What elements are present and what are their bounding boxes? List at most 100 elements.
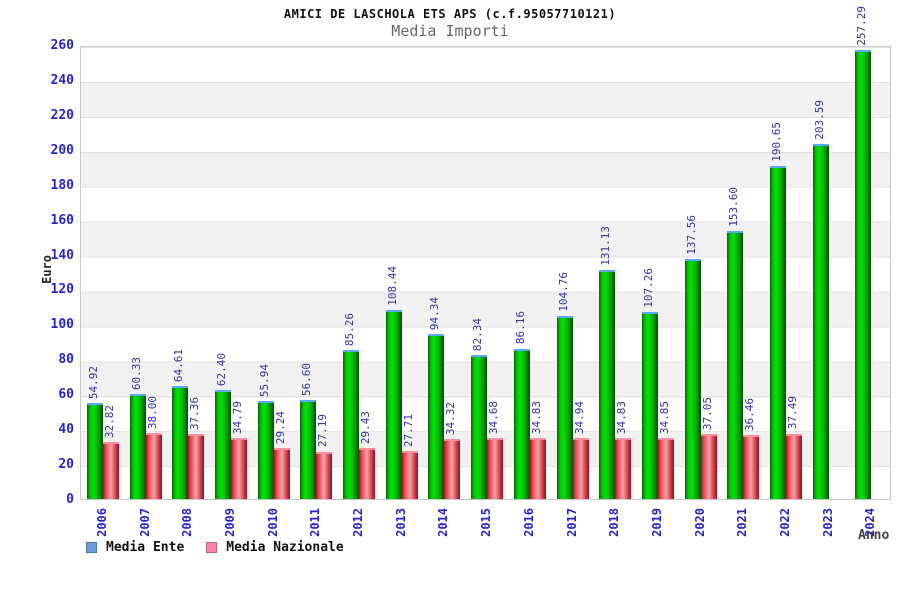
y-axis-title: Euro <box>40 255 54 284</box>
year-label: 2008 <box>180 508 195 537</box>
bar-media-nazionale <box>401 450 418 499</box>
y-tick-label: 260 <box>50 38 74 53</box>
bar-value-label: 34.83 <box>615 401 629 435</box>
bar-value-label: 34.79 <box>231 401 245 435</box>
bar-value-label: 34.32 <box>444 401 458 436</box>
year-label: 2013 <box>393 508 408 537</box>
bar-value-label: 60.33 <box>129 356 143 390</box>
year-label: 2007 <box>137 508 152 537</box>
year-label: 2006 <box>95 508 109 537</box>
bar-media-nazionale <box>273 447 290 499</box>
bar-media-ente <box>129 393 146 499</box>
bar-media-ente <box>87 403 103 499</box>
year-label: 2022 <box>777 508 792 537</box>
y-tick-label: 100 <box>50 317 74 333</box>
legend: Media Ente Media Nazionale <box>86 540 344 555</box>
bar-value-label: 131.13 <box>599 226 613 267</box>
year-label: 2009 <box>223 508 238 537</box>
year-label: 2014 <box>436 508 451 537</box>
bar-value-label: 82.34 <box>471 318 485 352</box>
bar-value-label: 27.71 <box>401 413 415 447</box>
bar-media-nazionale <box>529 438 546 499</box>
y-tick-label: 20 <box>58 457 74 473</box>
bar-media-ente <box>513 348 530 499</box>
year-label: 2019 <box>649 508 664 537</box>
bar-media-ente <box>385 309 402 499</box>
bar-media-ente <box>684 258 701 499</box>
bar-media-nazionale <box>231 438 248 499</box>
x-axis-title: Anno <box>858 528 890 543</box>
y-tick-label: 200 <box>50 142 74 158</box>
bar-value-label: 153.60 <box>727 187 741 227</box>
bar-media-nazionale <box>657 438 674 499</box>
bar-media-nazionale <box>145 432 162 499</box>
y-tick-label: 80 <box>58 352 74 368</box>
chart-subtitle: Media Importi <box>391 22 509 40</box>
bar-value-label: 137.56 <box>684 215 698 255</box>
y-tick-label: 140 <box>50 247 74 263</box>
y-tick-label: 120 <box>50 282 74 298</box>
bar-value-label: 108.44 <box>385 265 399 306</box>
year-label: 2018 <box>607 508 622 537</box>
year-label: 2016 <box>521 508 536 537</box>
year-label: 2021 <box>735 508 750 537</box>
bar-media-nazionale <box>444 439 461 499</box>
legend-label: Media Nazionale <box>226 540 344 555</box>
chart-title: AMICI DE LASCHOLA ETS APS (c.f.950577101… <box>283 7 617 21</box>
y-tick-label: 160 <box>50 212 74 228</box>
bar-media-nazionale <box>615 438 632 499</box>
media-ente-swatch-icon <box>86 542 97 553</box>
bar-media-ente <box>599 270 616 499</box>
bar-media-nazionale <box>743 435 760 499</box>
bar-value-label: 38.00 <box>145 395 159 429</box>
year-label: 2011 <box>308 508 323 537</box>
year-label: 2017 <box>564 508 579 537</box>
bar-value-label: 64.61 <box>172 349 186 383</box>
bar-media-nazionale <box>700 434 717 499</box>
bar-media-ente <box>812 143 829 499</box>
bar-value-label: 36.46 <box>743 398 757 432</box>
bar-media-ente <box>172 386 189 499</box>
bar-media-nazionale <box>316 451 333 499</box>
bar-media-nazionale <box>572 438 589 499</box>
bar-value-label: 34.94 <box>572 400 586 434</box>
legend-item-media-nazionale: Media Nazionale <box>206 540 344 555</box>
bar-value-label: 203.59 <box>812 99 826 140</box>
bar-media-ente <box>257 401 274 499</box>
bar-media-ente <box>855 49 872 499</box>
y-tick-label: 40 <box>58 422 74 438</box>
year-label: 2010 <box>265 508 280 537</box>
bar-value-label: 190.65 <box>769 122 783 163</box>
bar-value-label: 34.85 <box>657 401 671 435</box>
bar-media-ente <box>343 350 360 499</box>
bar-value-label: 34.68 <box>487 401 501 435</box>
bar-media-nazionale <box>359 447 376 499</box>
bar-media-nazionale <box>487 438 504 499</box>
bar-value-label: 85.26 <box>343 313 357 347</box>
bar-value-label: 86.16 <box>513 311 527 345</box>
bar-value-label: 55.94 <box>257 364 271 398</box>
y-tick-label: 60 <box>58 387 74 403</box>
bar-value-label: 54.92 <box>87 365 100 400</box>
bar-value-label: 37.49 <box>785 396 799 430</box>
bar-value-label: 56.60 <box>300 363 314 397</box>
year-label: 2015 <box>479 508 494 537</box>
bar-value-label: 107.26 <box>641 267 655 308</box>
y-tick-label: 220 <box>50 107 74 123</box>
bar-media-ente <box>300 400 317 499</box>
bar-value-label: 37.36 <box>188 396 202 430</box>
bar-value-label: 37.05 <box>700 397 714 431</box>
legend-item-media-ente: Media Ente <box>86 540 184 555</box>
bar-value-label: 34.83 <box>529 401 543 435</box>
y-tick-label: 240 <box>50 72 74 88</box>
bar-value-label: 27.19 <box>316 414 330 448</box>
year-label: 2020 <box>692 508 707 537</box>
bar-media-ente <box>727 230 744 499</box>
y-tick-label: 180 <box>50 177 74 193</box>
bar-value-label: 32.82 <box>103 404 116 438</box>
bar-value-label: 94.34 <box>428 297 442 331</box>
bar-media-ente <box>471 355 488 499</box>
bar-media-nazionale <box>785 433 802 499</box>
year-label: 2023 <box>820 508 835 537</box>
